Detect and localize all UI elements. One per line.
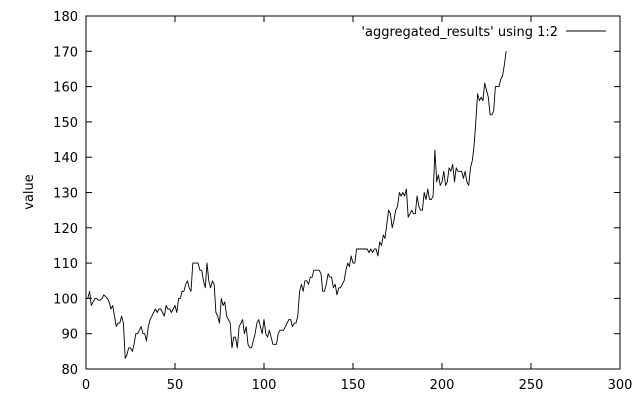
- x-tick-labels: 0 50 100 150 200 250 300: [82, 378, 633, 393]
- legend: 'aggregated_results' using 1:2: [361, 25, 606, 40]
- x-tick-label: 0: [82, 378, 90, 393]
- axis-ticks: [85, 15, 621, 370]
- series-group: [86, 51, 507, 359]
- legend-label: 'aggregated_results' using 1:2: [361, 25, 558, 40]
- y-axis-label: value: [22, 174, 37, 210]
- x-tick-label: 200: [430, 378, 455, 393]
- x-tick-label: 100: [252, 378, 277, 393]
- y-tick-labels: 80 90 100 110 120 130 140 150 160 170 180: [53, 10, 78, 378]
- series-line: [86, 51, 507, 359]
- y-tick-label: 100: [53, 292, 78, 307]
- x-tick-label: 50: [167, 378, 184, 393]
- y-tick-label: 130: [53, 187, 78, 202]
- x-tick-label: 150: [341, 378, 366, 393]
- y-tick-label: 150: [53, 116, 78, 131]
- y-tick-label: 180: [53, 10, 78, 25]
- y-tick-label: 120: [53, 222, 78, 237]
- y-tick-label: 80: [61, 363, 78, 378]
- x-tick-label: 300: [608, 378, 633, 393]
- y-tick-label: 110: [53, 257, 78, 272]
- y-tick-label: 140: [53, 151, 78, 166]
- y-tick-label: 170: [53, 45, 78, 60]
- x-tick-label: 250: [519, 378, 544, 393]
- y-tick-label: 160: [53, 81, 78, 96]
- plot-frame: [85, 15, 621, 370]
- y-tick-label: 90: [61, 328, 78, 343]
